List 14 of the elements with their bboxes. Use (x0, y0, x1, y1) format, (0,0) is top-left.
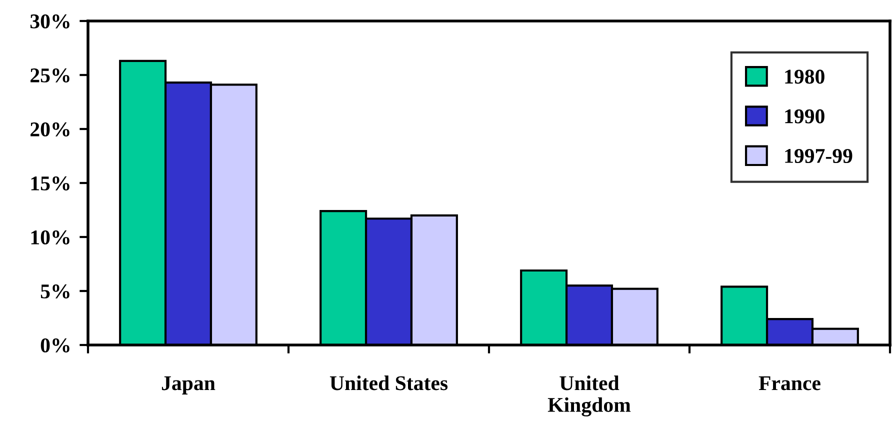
x-tick-label: United States (330, 376, 448, 390)
legend-label: 1997-99 (785, 149, 852, 164)
legend-label: 1990 (785, 109, 824, 124)
y-tick-label: 10% (31, 230, 70, 244)
x-tick-label: United Kingdom (548, 376, 631, 416)
y-tick-label: 5% (40, 284, 70, 298)
y-tick-label: 25% (30, 68, 70, 82)
y-tick-label: 30% (30, 14, 70, 28)
x-tick-label: France (758, 376, 820, 390)
legend-label: 1980 (785, 70, 824, 84)
y-tick-label: 15% (31, 176, 70, 190)
x-tick-label: Japan (162, 376, 216, 394)
y-tick-label: 20% (30, 122, 70, 136)
y-tick-label: 0% (40, 338, 70, 352)
